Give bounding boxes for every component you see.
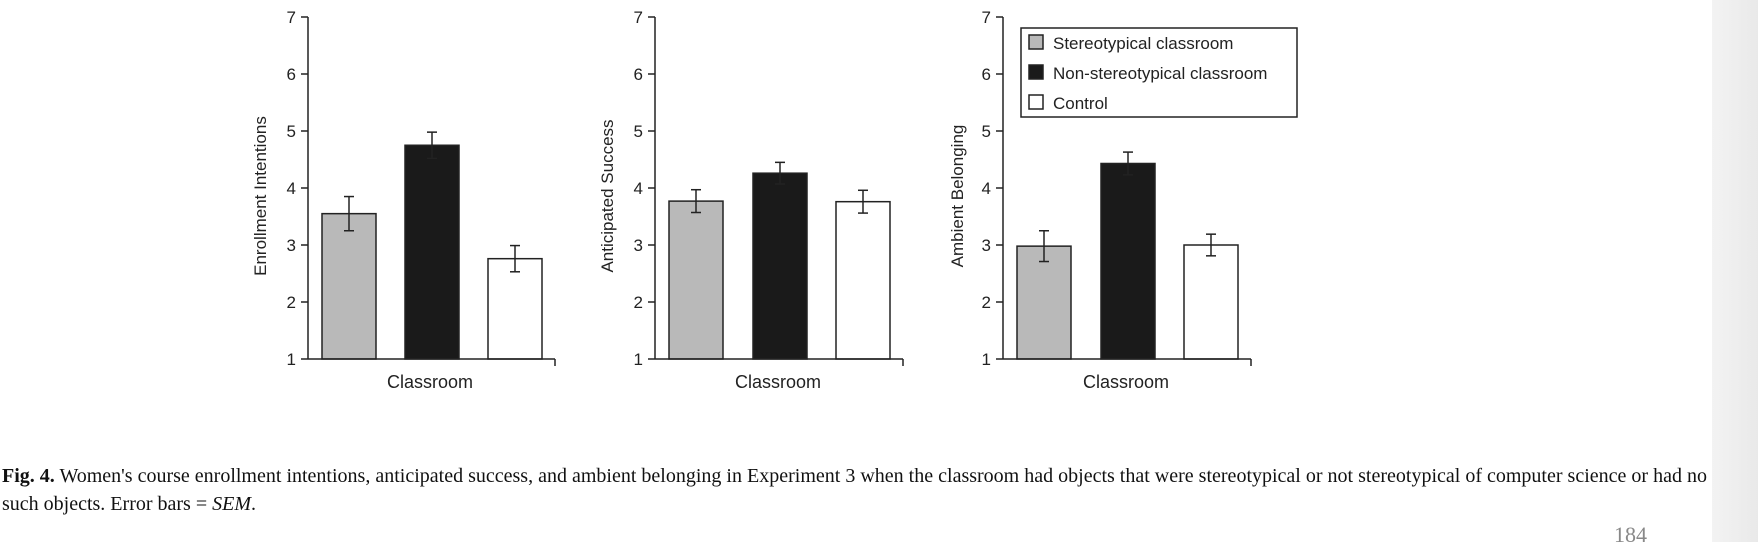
y-tick-label: 2 (634, 293, 643, 312)
bar-non-stereotypical (1100, 162, 1156, 360)
legend-swatch (1028, 64, 1044, 80)
chart-panel-2: 1 2 3 4 5 6 7 Anticipated Success Classroom (598, 8, 904, 392)
caption-text: Women's course enrollment intentions, an… (2, 465, 1707, 515)
legend-box (1020, 27, 1298, 118)
chart-panel-1: 1 2 3 4 5 6 7 Enrollment Intentions Classroom (251, 8, 556, 392)
y-tick-label: 6 (634, 65, 643, 84)
y-tick-label: 3 (634, 236, 643, 255)
chart-panel-3: 1 2 3 4 5 6 7 Ambient Belonging Classroom (948, 8, 1252, 392)
x-axis-label: Classroom (735, 372, 821, 392)
y-tick-label: 1 (982, 350, 991, 369)
legend-label: Control (1053, 94, 1108, 113)
figure-caption: Fig. 4. Women's course enrollment intent… (2, 462, 1707, 518)
bar-stereotypical (668, 200, 724, 360)
y-tick-label: 5 (287, 122, 296, 141)
x-axis-label: Classroom (387, 372, 473, 392)
legend-swatch (1028, 94, 1044, 110)
bar-control (487, 257, 543, 360)
y-tick-label: 3 (982, 236, 991, 255)
x-axis-label: Classroom (1083, 372, 1169, 392)
legend-label: Stereotypical classroom (1053, 34, 1233, 53)
y-tick-label: 5 (634, 122, 643, 141)
legend-label: Non-stereotypical classroom (1053, 64, 1267, 83)
caption-sem: SEM (212, 493, 251, 515)
page-edge-strip (1712, 0, 1758, 542)
bar-non-stereotypical (752, 172, 808, 360)
y-tick-label: 4 (982, 179, 991, 198)
y-tick-label: 5 (982, 122, 991, 141)
y-tick-label: 1 (287, 350, 296, 369)
bar-control (835, 200, 891, 360)
legend-swatch (1028, 34, 1044, 50)
y-tick-label: 6 (287, 65, 296, 84)
y-tick-label: 2 (287, 293, 296, 312)
caption-end: . (251, 493, 256, 515)
page-number: 184 (1614, 522, 1647, 547)
y-tick-label: 6 (982, 65, 991, 84)
bar-stereotypical (321, 212, 377, 360)
y-tick-label: 7 (287, 8, 296, 27)
y-tick-label: 7 (982, 8, 991, 27)
bar-control (1183, 244, 1239, 360)
y-axis-label: Enrollment Intentions (251, 116, 270, 276)
y-axis-label: Anticipated Success (598, 119, 617, 272)
bar-non-stereotypical (404, 144, 460, 360)
y-tick-label: 4 (634, 179, 643, 198)
y-tick-label: 3 (287, 236, 296, 255)
caption-figure-label: Fig. 4. (2, 465, 55, 487)
y-tick-label: 1 (634, 350, 643, 369)
legend: Stereotypical classroom Non-stereotypical… (1020, 27, 1298, 118)
y-axis-label: Ambient Belonging (948, 125, 967, 268)
y-tick-label: 2 (982, 293, 991, 312)
bar-stereotypical (1016, 245, 1072, 360)
y-tick-label: 4 (287, 179, 296, 198)
y-tick-label: 7 (634, 8, 643, 27)
